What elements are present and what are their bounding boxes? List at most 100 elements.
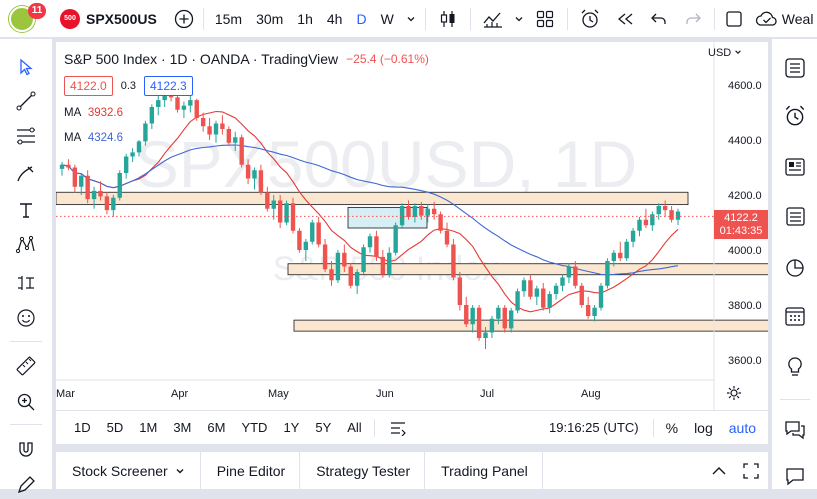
cloud-check-icon <box>755 11 777 26</box>
price-change: −25.4 (−0.61%) <box>346 52 429 66</box>
interval-30m[interactable]: 30m <box>256 10 284 27</box>
candle <box>592 305 597 322</box>
support-zone-1[interactable] <box>287 263 768 276</box>
range-ytd[interactable]: YTD <box>241 420 268 435</box>
candle <box>123 153 129 179</box>
pattern-tool[interactable] <box>12 231 40 259</box>
interval-d[interactable]: D <box>356 10 367 27</box>
ma-legend-slow: MA 4324.6 <box>64 132 123 144</box>
time-axis[interactable]: Mar Apr May Jun Jul Aug <box>56 379 714 400</box>
candle <box>496 305 501 325</box>
collapse-panel-button[interactable] <box>704 465 734 477</box>
measure-tool[interactable] <box>12 269 40 297</box>
interval-15m[interactable]: 15m <box>214 10 243 27</box>
data-window-button[interactable] <box>780 152 810 182</box>
interval-4h[interactable]: 4h <box>326 10 343 27</box>
compare-add-button[interactable] <box>169 4 199 34</box>
price-tick: 4000.0 <box>728 245 762 257</box>
messages-button[interactable] <box>780 463 810 489</box>
price-tick: 4600.0 <box>728 80 762 92</box>
range-3m[interactable]: 3M <box>173 420 192 435</box>
support-zone-2[interactable] <box>293 319 768 332</box>
price-axis[interactable]: 4600.0 4400.0 4200.0 4000.0 3800.0 3600.0 <box>713 42 762 410</box>
magnet-tool[interactable] <box>12 436 40 464</box>
logo-button[interactable]: 11 <box>0 0 46 38</box>
candle <box>284 200 289 226</box>
range-all[interactable]: All <box>347 420 362 435</box>
support-zone-0[interactable] <box>56 191 689 206</box>
candle <box>560 274 565 292</box>
alarm-clock-icon <box>785 105 805 126</box>
currency-selector[interactable]: USD <box>708 47 742 59</box>
layouts-button[interactable] <box>527 4 563 34</box>
divider <box>566 7 568 30</box>
zoom-tool[interactable] <box>12 388 40 416</box>
auto-scale-toggle[interactable]: auto <box>728 419 756 436</box>
widget-sidebar <box>772 39 817 489</box>
maximize-panel-button[interactable] <box>734 462 768 479</box>
interval-1h[interactable]: 1h <box>297 10 313 27</box>
interval-dropdown[interactable] <box>401 4 421 34</box>
buy-price-button[interactable]: 4122.3 <box>144 76 193 96</box>
percent-scale-toggle[interactable]: % <box>665 419 679 436</box>
sell-price-button[interactable]: 4122.0 <box>64 76 113 96</box>
range-1d[interactable]: 1D <box>74 420 91 435</box>
candle <box>156 96 161 116</box>
range-5d[interactable]: 5D <box>106 420 124 435</box>
undo-icon <box>650 13 666 24</box>
panel-tab-stock-screener[interactable]: Stock Screener <box>56 452 201 489</box>
ruler-tool[interactable] <box>12 352 40 380</box>
panel-tab-pine-editor[interactable]: Pine Editor <box>201 452 301 489</box>
fullscreen-button[interactable] <box>719 4 749 34</box>
goto-date-button[interactable] <box>385 420 411 436</box>
candle-type-button[interactable] <box>430 4 466 34</box>
interval-w[interactable]: W <box>380 10 394 27</box>
undo-button[interactable] <box>642 4 676 34</box>
watchlist-button[interactable] <box>780 53 810 83</box>
indicators-dropdown[interactable] <box>511 4 527 34</box>
ideas-button[interactable] <box>780 253 810 283</box>
lightbulb-icon <box>788 357 802 376</box>
candle <box>541 283 546 311</box>
replay-button[interactable] <box>608 4 642 34</box>
chart-pane[interactable]: SPX500USD, 1D S&P 500 Index 4600.04400.0… <box>56 42 768 410</box>
cursor-tool[interactable] <box>12 53 40 81</box>
fib-tool[interactable] <box>12 122 40 150</box>
indicators-button[interactable] <box>475 4 511 34</box>
price-tick: 4200.0 <box>728 190 762 202</box>
range-5y[interactable]: 5Y <box>315 420 332 435</box>
hotlists-button[interactable] <box>780 201 810 231</box>
price-chart[interactable]: SPX500USD, 1D S&P 500 Index 4600.04400.0… <box>56 42 768 410</box>
panel-tab-strategy-tester[interactable]: Strategy Tester <box>300 452 426 489</box>
trend-line-tool[interactable] <box>12 87 40 115</box>
alert-button[interactable] <box>572 4 608 34</box>
redo-button[interactable] <box>676 4 710 34</box>
clock-timezone[interactable]: 19:16:25 (UTC) <box>549 420 639 435</box>
calendar-button[interactable] <box>780 301 810 331</box>
emoji-tool[interactable] <box>12 304 40 332</box>
chats-button[interactable] <box>780 415 810 445</box>
indicators-icon <box>483 12 502 28</box>
candle <box>316 217 321 248</box>
alerts-button[interactable] <box>780 101 810 131</box>
brush-tool[interactable] <box>12 160 40 188</box>
candle <box>361 244 366 275</box>
panel-tab-trading-panel[interactable]: Trading Panel <box>425 452 543 489</box>
pie-icon <box>786 259 804 277</box>
candle <box>220 115 225 135</box>
chart-settings-button[interactable] <box>726 385 742 406</box>
lock-drawings-tool[interactable] <box>12 471 40 499</box>
save-button[interactable]: Weal <box>749 4 813 34</box>
chevron-down-icon <box>176 468 184 473</box>
range-1m[interactable]: 1M <box>139 420 158 435</box>
candle <box>85 170 90 204</box>
text-tool[interactable] <box>12 196 40 224</box>
news-icon <box>785 158 805 176</box>
log-scale-toggle[interactable]: log <box>694 419 713 436</box>
candle <box>489 316 495 338</box>
symbol-search-button[interactable]: 500 SPX500US <box>44 4 163 34</box>
calendar-arrow-icon <box>390 421 406 436</box>
help-ideas-button[interactable] <box>780 352 810 382</box>
range-6m[interactable]: 6M <box>207 420 226 435</box>
range-1y[interactable]: 1Y <box>283 420 300 435</box>
